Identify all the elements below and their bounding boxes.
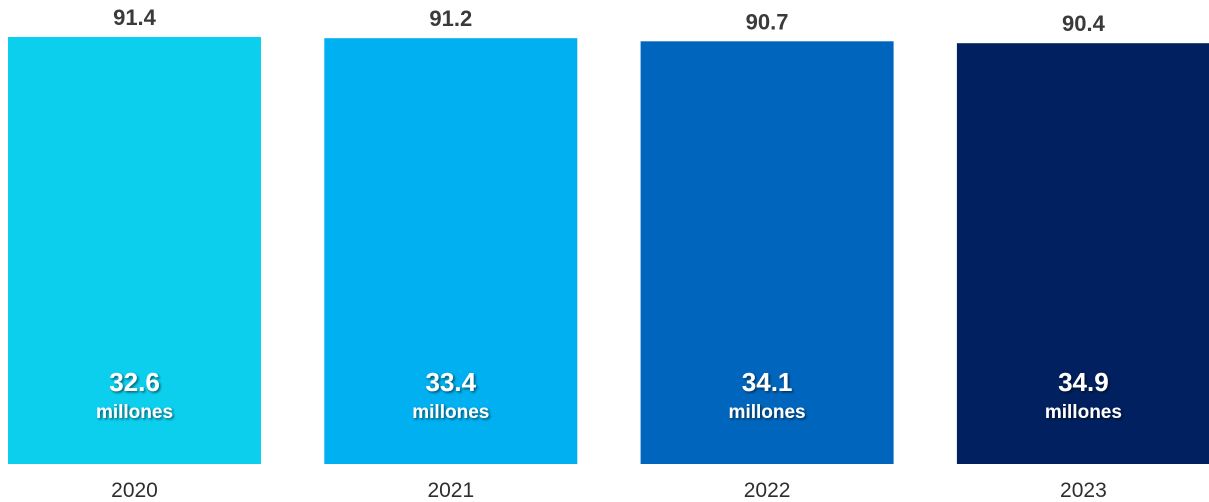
x-tick-label: 2021 bbox=[427, 479, 474, 502]
bar-value-label: 91.2 bbox=[429, 6, 472, 31]
bar-inner-value-label: 32.6 bbox=[109, 367, 160, 397]
bar-inner-value-label: 33.4 bbox=[425, 367, 476, 397]
bar-value-label: 91.4 bbox=[113, 5, 157, 30]
bar-value-label: 90.7 bbox=[746, 9, 789, 34]
bar-unit-label: millones bbox=[1045, 402, 1122, 423]
x-tick-label: 2023 bbox=[1060, 479, 1107, 502]
x-tick-label: 2020 bbox=[111, 479, 158, 502]
bar-2022 bbox=[640, 41, 894, 465]
bar-inner-value-label: 34.1 bbox=[742, 367, 793, 397]
bar-inner-value-label: 34.9 bbox=[1058, 367, 1109, 397]
bar-2021 bbox=[324, 38, 578, 464]
bar-unit-label: millones bbox=[729, 402, 806, 423]
bar-unit-label: millones bbox=[96, 402, 173, 423]
bar-2023 bbox=[956, 43, 1209, 464]
bar-unit-label: millones bbox=[412, 402, 489, 423]
x-tick-label: 2022 bbox=[744, 479, 791, 502]
bar-2020 bbox=[8, 37, 261, 464]
bar-value-label: 90.4 bbox=[1062, 11, 1106, 36]
